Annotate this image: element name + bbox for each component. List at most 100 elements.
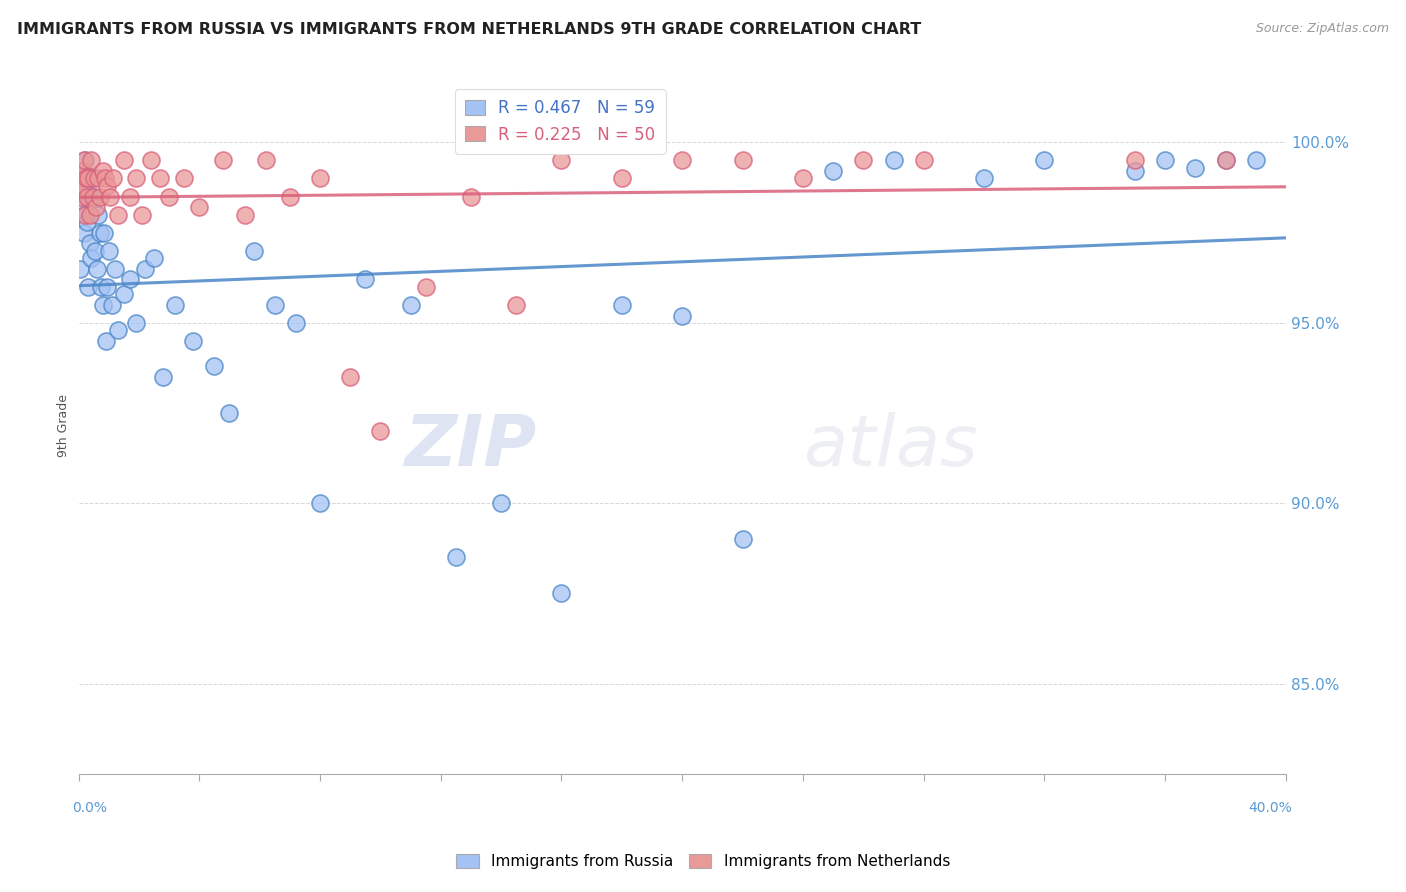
Point xyxy=(118,272,141,286)
Point xyxy=(139,153,162,168)
Point xyxy=(1215,153,1237,168)
Point xyxy=(149,171,172,186)
Point xyxy=(94,171,117,186)
Text: ZIP: ZIP xyxy=(405,412,537,481)
Legend: Immigrants from Russia, Immigrants from Netherlands: Immigrants from Russia, Immigrants from … xyxy=(450,848,956,875)
Point xyxy=(188,200,211,214)
Text: IMMIGRANTS FROM RUSSIA VS IMMIGRANTS FROM NETHERLANDS 9TH GRADE CORRELATION CHAR: IMMIGRANTS FROM RUSSIA VS IMMIGRANTS FRO… xyxy=(17,22,921,37)
Point xyxy=(107,323,129,337)
Point xyxy=(90,279,112,293)
Point xyxy=(86,261,108,276)
Point xyxy=(98,189,121,203)
Point xyxy=(263,298,285,312)
Point xyxy=(489,496,512,510)
Point xyxy=(70,200,93,214)
Point xyxy=(77,171,100,186)
Point xyxy=(100,298,122,312)
Point xyxy=(96,279,118,293)
Point xyxy=(181,334,204,348)
Point xyxy=(69,261,91,276)
Text: 0.0%: 0.0% xyxy=(73,801,107,815)
Point xyxy=(107,208,129,222)
Point xyxy=(77,189,100,203)
Point xyxy=(610,298,633,312)
Point xyxy=(823,164,845,178)
Point xyxy=(1123,153,1146,168)
Point xyxy=(87,171,110,186)
Point xyxy=(1215,153,1237,168)
Point xyxy=(415,279,437,293)
Point xyxy=(550,586,572,600)
Point xyxy=(212,153,235,168)
Point xyxy=(96,178,118,193)
Point xyxy=(70,164,93,178)
Point xyxy=(94,334,117,348)
Point xyxy=(671,309,693,323)
Point xyxy=(354,272,377,286)
Point xyxy=(75,208,97,222)
Point xyxy=(309,171,332,186)
Point xyxy=(550,153,572,168)
Point xyxy=(89,226,111,240)
Point xyxy=(284,316,307,330)
Point xyxy=(70,189,93,203)
Point xyxy=(69,171,91,186)
Point xyxy=(125,171,148,186)
Point xyxy=(76,215,98,229)
Point xyxy=(731,533,754,547)
Point xyxy=(278,189,301,203)
Y-axis label: 9th Grade: 9th Grade xyxy=(58,394,70,457)
Point xyxy=(731,153,754,168)
Point xyxy=(157,189,180,203)
Point xyxy=(460,189,482,203)
Point xyxy=(104,261,127,276)
Point xyxy=(75,208,97,222)
Point xyxy=(70,164,93,178)
Point xyxy=(75,171,97,186)
Point xyxy=(79,236,101,251)
Point xyxy=(444,550,467,565)
Point xyxy=(76,189,98,203)
Point xyxy=(912,153,935,168)
Point xyxy=(1154,153,1177,168)
Point xyxy=(82,189,104,203)
Point xyxy=(80,251,103,265)
Text: Source: ZipAtlas.com: Source: ZipAtlas.com xyxy=(1256,22,1389,36)
Point xyxy=(125,316,148,330)
Point xyxy=(1244,153,1267,168)
Point xyxy=(97,244,120,258)
Point xyxy=(84,200,107,214)
Point xyxy=(309,496,332,510)
Point xyxy=(165,298,187,312)
Point xyxy=(73,153,96,168)
Point xyxy=(202,359,225,373)
Point xyxy=(1033,153,1056,168)
Point xyxy=(72,178,94,193)
Point xyxy=(671,153,693,168)
Legend: R = 0.467   N = 59, R = 0.225   N = 50: R = 0.467 N = 59, R = 0.225 N = 50 xyxy=(456,89,665,153)
Point xyxy=(505,298,527,312)
Point xyxy=(233,208,256,222)
Point xyxy=(370,424,392,438)
Point xyxy=(883,153,905,168)
Point xyxy=(1184,161,1206,175)
Point xyxy=(82,171,104,186)
Text: 40.0%: 40.0% xyxy=(1249,801,1292,815)
Point xyxy=(112,153,135,168)
Text: atlas: atlas xyxy=(803,412,977,481)
Point xyxy=(83,189,105,203)
Point xyxy=(83,171,105,186)
Point xyxy=(143,251,166,265)
Point xyxy=(610,171,633,186)
Point xyxy=(792,171,814,186)
Point xyxy=(852,153,875,168)
Point xyxy=(242,244,264,258)
Point xyxy=(76,279,98,293)
Point xyxy=(73,226,96,240)
Point xyxy=(91,164,114,178)
Point xyxy=(80,153,103,168)
Point xyxy=(87,208,110,222)
Point xyxy=(79,208,101,222)
Point xyxy=(118,189,141,203)
Point xyxy=(89,189,111,203)
